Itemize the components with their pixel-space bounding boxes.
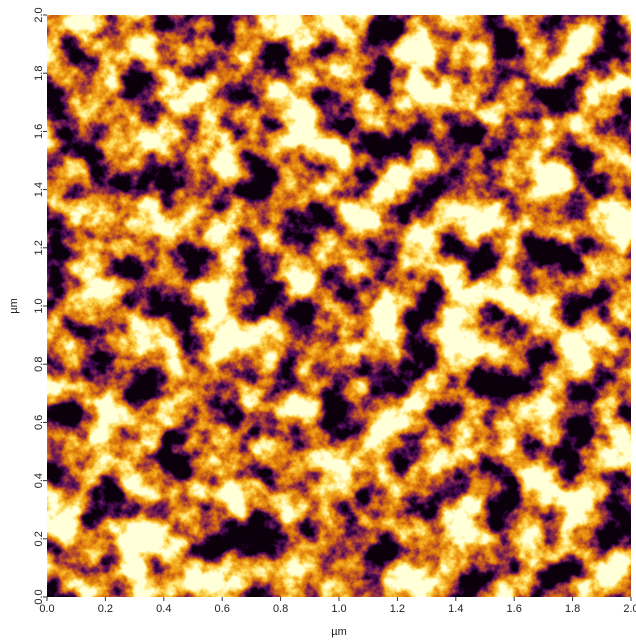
y-tick-label: 1.6 [33, 124, 45, 139]
x-tick-label: 0.8 [273, 603, 288, 615]
y-tick-label: 2.0 [33, 7, 45, 22]
x-tick-label: 1.4 [448, 603, 463, 615]
x-tick-label: 1.6 [507, 603, 522, 615]
afm-image [47, 15, 631, 597]
y-tick-label: 0.8 [33, 357, 45, 372]
y-tick-label: 1.8 [33, 66, 45, 81]
y-tick-label: 1.0 [33, 298, 45, 313]
x-tick-label: 2.0 [623, 603, 636, 615]
x-tick-label: 1.0 [331, 603, 346, 615]
x-tick-label: 1.8 [565, 603, 580, 615]
x-axis-label: µm [331, 626, 347, 638]
x-tick-label: 1.2 [390, 603, 405, 615]
y-tick-label: 0.0 [33, 589, 45, 604]
x-tick-label: 0.2 [98, 603, 113, 615]
x-tick-label: 0.6 [215, 603, 230, 615]
y-tick-label: 0.4 [33, 473, 45, 488]
y-axis-label: µm [8, 298, 20, 314]
x-tick-label: 0.0 [39, 603, 54, 615]
x-tick-label: 0.4 [156, 603, 171, 615]
y-tick-label: 1.4 [33, 182, 45, 197]
y-tick-label: 0.6 [33, 415, 45, 430]
y-tick-label: 0.2 [33, 531, 45, 546]
y-tick-label: 1.2 [33, 240, 45, 255]
